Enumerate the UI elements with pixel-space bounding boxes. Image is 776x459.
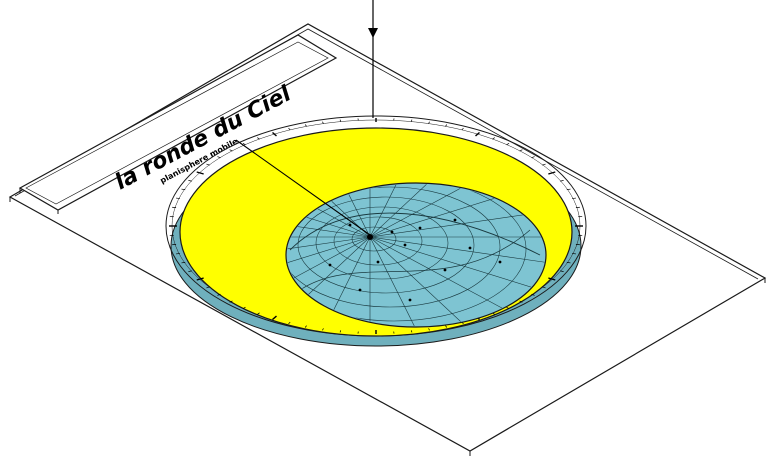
pointer	[368, 0, 378, 118]
rim-ticks	[169, 118, 583, 334]
arrow-down-icon	[368, 28, 378, 38]
sky-grid	[287, 184, 545, 326]
radial-line	[235, 139, 371, 236]
sky-disk[interactable]	[110, 97, 630, 377]
title-strip	[18, 34, 338, 214]
